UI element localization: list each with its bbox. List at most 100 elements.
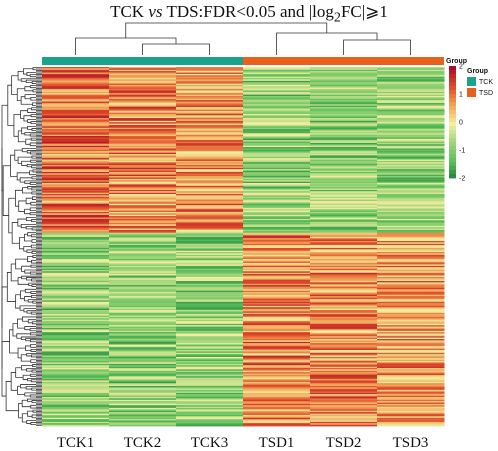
heatmap-cell <box>176 414 244 417</box>
heatmap-cell <box>310 199 378 202</box>
heatmap-cell <box>310 116 378 119</box>
heatmap-cell <box>109 249 177 252</box>
dendrogram-branch <box>31 227 36 231</box>
heatmap-cell <box>377 381 445 384</box>
heatmap-cell <box>109 202 177 205</box>
heatmap-cell <box>42 170 110 173</box>
heatmap-cell <box>310 181 378 184</box>
heatmap-cell <box>377 311 445 314</box>
heatmap-cell <box>243 275 311 278</box>
heatmap-cell <box>377 86 445 89</box>
heatmap-cell <box>109 337 177 340</box>
heatmap-cell <box>377 356 445 359</box>
heatmap-cell <box>243 149 311 152</box>
heatmap-cell <box>42 167 110 170</box>
heatmap-cell <box>42 236 110 239</box>
heatmap-cell <box>377 240 445 243</box>
dendrogram-branch <box>26 163 36 168</box>
heatmap-cell <box>109 78 177 80</box>
heatmap-cell <box>243 290 311 293</box>
heatmap-cell <box>310 122 378 125</box>
heatmap-cell <box>109 363 177 366</box>
heatmap-cell <box>176 194 244 196</box>
heatmap-cell <box>176 323 244 326</box>
heatmap-cell <box>176 293 244 296</box>
heatmap-cell <box>243 131 311 134</box>
heatmap-cell <box>176 80 244 83</box>
heatmap-cell <box>176 355 244 358</box>
heatmap-cell <box>310 310 378 312</box>
heatmap-cell <box>109 84 177 87</box>
heatmap-cell <box>377 297 445 300</box>
heatmap-cell <box>377 334 445 337</box>
heatmap-cell <box>243 202 311 205</box>
dendrogram-branch <box>30 339 36 343</box>
dendrogram-branch <box>26 420 36 424</box>
column-label: TCK1 <box>57 435 95 451</box>
heatmap-cell <box>42 180 110 182</box>
heatmap-cell <box>310 254 378 257</box>
title-prefix: TCK <box>110 2 149 21</box>
heatmap-cell <box>176 387 244 390</box>
dendrogram-branch <box>31 165 36 169</box>
heatmap-cell <box>109 388 177 391</box>
heatmap-cell <box>377 278 445 281</box>
heatmap-cell <box>243 410 311 413</box>
heatmap-cell <box>243 145 311 148</box>
dendrogram-branch <box>2 165 11 216</box>
heatmap-cell <box>310 247 378 250</box>
heatmap-cell <box>176 115 244 118</box>
heatmap-cell <box>176 337 244 340</box>
heatmap-cell <box>176 107 244 109</box>
legend-swatch <box>449 106 456 111</box>
heatmap-cell <box>176 189 244 192</box>
dendrogram-branch <box>6 272 16 302</box>
heatmap-cell <box>109 112 177 115</box>
heatmap-cell <box>243 100 311 102</box>
heatmap-cell <box>109 326 177 329</box>
heatmap-cell <box>243 417 311 420</box>
heatmap-cell <box>109 189 177 192</box>
heatmap-cell <box>109 127 177 130</box>
heatmap-cell <box>310 104 378 107</box>
heatmap-cell <box>42 403 110 406</box>
legend-swatch <box>449 130 456 135</box>
heatmap-cell <box>377 279 445 282</box>
heatmap-cell <box>310 79 378 82</box>
heatmap-cell <box>109 354 177 356</box>
heatmap-cell <box>310 141 378 144</box>
heatmap-cell <box>310 316 378 319</box>
heatmap-cell <box>310 173 378 176</box>
dendrogram-branch <box>29 133 36 137</box>
heatmap-cell <box>243 374 311 377</box>
heatmap-cell <box>243 229 311 232</box>
heatmap-cell <box>377 82 445 84</box>
heatmap-cell <box>243 90 311 93</box>
heatmap-cell <box>176 289 244 292</box>
heatmap-cell <box>176 343 244 345</box>
dendrogram-branch <box>31 400 36 403</box>
heatmap-cell <box>243 298 311 301</box>
heatmap-cell <box>42 341 110 344</box>
heatmap-cell <box>42 314 110 316</box>
heatmap-cell <box>109 75 177 78</box>
heatmap-cell <box>377 224 445 227</box>
heatmap-cell <box>176 421 244 424</box>
legend-swatch <box>449 174 456 179</box>
heatmap-cell <box>176 78 244 80</box>
dendrogram-branch <box>27 398 36 402</box>
heatmap-cell <box>42 316 110 319</box>
heatmap-cell <box>176 218 244 221</box>
heatmap-cell <box>42 97 110 100</box>
heatmap-cell <box>377 97 445 100</box>
heatmap-cell <box>109 232 177 235</box>
heatmap-cell <box>176 268 244 271</box>
heatmap-cell <box>42 275 110 278</box>
heatmap-cell <box>377 406 445 409</box>
heatmap-cell <box>377 412 445 414</box>
heatmap-cell <box>377 160 445 163</box>
heatmap-cell <box>176 354 244 356</box>
heatmap-cell <box>310 387 378 390</box>
heatmap-cell <box>109 325 177 327</box>
heatmap-cell <box>243 362 311 365</box>
